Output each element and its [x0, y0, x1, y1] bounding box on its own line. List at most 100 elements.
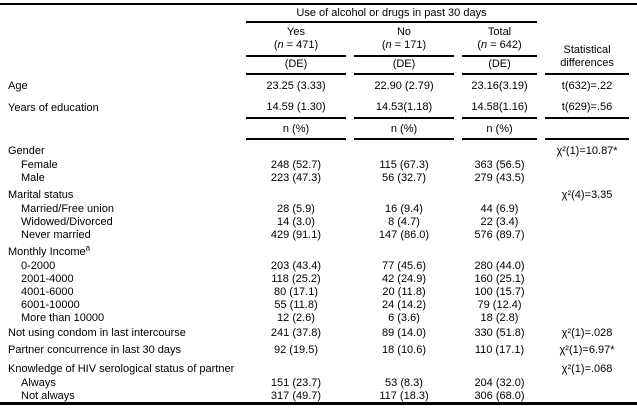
- value-yes: 248 (52.7): [270, 158, 322, 171]
- value-yes: 118 (25.2): [271, 272, 321, 285]
- table-row: Male 223 (47.3) 56 (32.7) 279 (43.5): [8, 171, 629, 184]
- value-yes: 223 (47.3): [270, 171, 322, 184]
- value-yes: 14.59 (1.30): [246, 97, 346, 119]
- value-total: 204 (32.0): [474, 376, 525, 389]
- stat-value: χ²(4)=3.35: [561, 189, 613, 201]
- row-label: Marital status: [8, 189, 74, 201]
- empty-cell: [8, 23, 238, 57]
- de-header: (DE): [246, 57, 346, 75]
- value-no: 22.90 (2.79): [374, 80, 434, 92]
- value-no: 77 (45.6): [381, 259, 427, 272]
- value-no: 147 (86.0): [378, 228, 430, 241]
- value-total: 330 (51.8): [474, 327, 525, 339]
- col-label: Total: [487, 25, 512, 38]
- col-header-yes: Yes (n = 471): [246, 23, 346, 57]
- footnote-marker: a: [85, 243, 91, 253]
- col-n-count: (n = 171): [381, 39, 427, 52]
- value-no: 117 (18.3): [379, 389, 429, 402]
- table-row: More than 10000 12 (2.6) 6 (3.6) 18 (2.8…: [8, 311, 629, 324]
- value-total: 110 (17.1): [474, 344, 525, 356]
- row-label: Partner concurrence in last 30 days: [8, 344, 182, 356]
- stat-value: t(632)=.22: [561, 80, 613, 92]
- value-total: 18 (2.8): [480, 311, 519, 324]
- value-no: 53 (8.3): [385, 376, 423, 389]
- row-label: Not always: [21, 389, 75, 402]
- stat-value: χ²(1)=.028: [561, 327, 613, 339]
- table-row: Female 248 (52.7) 115 (67.3) 363 (56.5): [8, 158, 629, 171]
- table-row: Knowledge of HIV serological status of p…: [8, 358, 629, 376]
- value-no: 6 (3.6): [388, 311, 420, 324]
- value-yes: 317 (49.7): [270, 389, 322, 402]
- table-row: Use of alcohol or drugs in past 30 days: [8, 5, 629, 23]
- table-row: 2001-4000 118 (25.2) 42 (24.9) 160 (25.1…: [8, 272, 629, 285]
- table-row: Yes (n = 471) No (n = 171) Total (n = 64…: [8, 23, 630, 75]
- value-total: 14.58(1.16): [462, 97, 538, 119]
- value-total: 79 (12.4): [477, 298, 522, 311]
- table-row: 0-2000 203 (43.4) 77 (45.6) 280 (44.0): [8, 259, 629, 272]
- value-no: 16 (9.4): [385, 202, 423, 215]
- table-row: Monthly Incomea: [8, 241, 629, 259]
- value-no: 42 (24.9): [381, 272, 427, 285]
- value-total: 306 (68.0): [474, 389, 525, 402]
- value-yes: 151 (23.7): [270, 376, 322, 389]
- col-label: No: [396, 25, 412, 38]
- empty-cell: [545, 119, 630, 140]
- col-header-statistical-differences: Statistical differences: [545, 23, 630, 75]
- value-yes: 203 (43.4): [270, 259, 322, 272]
- col-header-total: Total (n = 642): [462, 23, 538, 57]
- row-label: 4001-6000: [21, 285, 74, 298]
- row-label: Married/Free union: [21, 202, 114, 215]
- col-label: Yes: [287, 25, 305, 38]
- n-percent-header: n (%): [354, 119, 454, 140]
- row-label: 2001-4000: [21, 272, 74, 285]
- table-row: Partner concurrence in last 30 days 92 (…: [8, 341, 629, 358]
- value-no: 8 (4.7): [388, 215, 420, 228]
- row-label: Not using condom in last intercourse: [8, 327, 186, 339]
- de-header: (DE): [462, 57, 538, 75]
- row-label: Widowed/Divorced: [21, 215, 113, 228]
- table-row: Age 23.25 (3.33) 22.90 (2.79) 23.16(3.19…: [8, 75, 629, 97]
- value-yes: 55 (11.8): [274, 298, 318, 311]
- span-header: Use of alcohol or drugs in past 30 days: [246, 5, 538, 23]
- table-row: Always 151 (23.7) 53 (8.3) 204 (32.0): [8, 376, 629, 389]
- n-percent-header: n (%): [462, 119, 538, 140]
- empty-cell: [8, 119, 238, 140]
- stat-value: χ²(1)=10.87*: [556, 145, 618, 157]
- value-yes: 241 (37.8): [270, 327, 322, 339]
- row-label: Always: [21, 376, 56, 389]
- empty-cell: [8, 57, 238, 75]
- stat-value: χ²(1)=6.97*: [559, 344, 615, 356]
- stat-value: χ²(1)=.068: [561, 363, 613, 375]
- table-row: 6001-10000 55 (11.8) 24 (14.2) 79 (12.4): [8, 298, 629, 311]
- value-yes: 92 (19.5): [273, 344, 319, 356]
- row-label: Male: [21, 171, 45, 184]
- row-label: Female: [21, 158, 58, 171]
- value-no: 18 (10.6): [381, 344, 427, 356]
- value-total: 100 (15.7): [474, 285, 525, 298]
- value-total: 44 (6.9): [480, 202, 519, 215]
- table-row: Marital status χ²(4)=3.35: [8, 184, 629, 202]
- empty-cell: [545, 5, 629, 23]
- table-row: Gender χ²(1)=10.87*: [8, 140, 629, 158]
- row-label: Years of education: [8, 102, 99, 114]
- row-label: More than 10000: [21, 311, 105, 324]
- value-total: 23.16(3.19): [471, 80, 528, 92]
- table-row: n (%) n (%) n (%): [8, 119, 630, 140]
- value-no: 14.53(1.18): [354, 97, 454, 119]
- empty-cell: [8, 5, 238, 23]
- stat-value: t(629)=.56: [545, 97, 630, 119]
- value-yes: 12 (2.6): [277, 311, 315, 324]
- row-label: Knowledge of HIV serological status of p…: [8, 363, 235, 375]
- value-total: 22 (3.4): [480, 215, 519, 228]
- value-yes: 14 (3.0): [277, 215, 315, 228]
- table-row: Not always 317 (49.7) 117 (18.3) 306 (68…: [8, 389, 629, 402]
- de-header: (DE): [354, 57, 454, 75]
- value-total: 576 (89.7): [474, 228, 525, 241]
- value-yes: 429 (91.1): [270, 228, 322, 241]
- table-row: Never married 429 (91.1) 147 (86.0) 576 …: [8, 228, 629, 241]
- row-label: Never married: [21, 228, 91, 241]
- alcohol-drug-use-statistics-table: Use of alcohol or drugs in past 30 days …: [0, 3, 637, 405]
- table-row: 4001-6000 80 (17.1) 20 (11.8) 100 (15.7): [8, 285, 629, 298]
- table-row: Widowed/Divorced 14 (3.0) 8 (4.7) 22 (3.…: [8, 215, 629, 228]
- value-no: 89 (14.0): [381, 327, 427, 339]
